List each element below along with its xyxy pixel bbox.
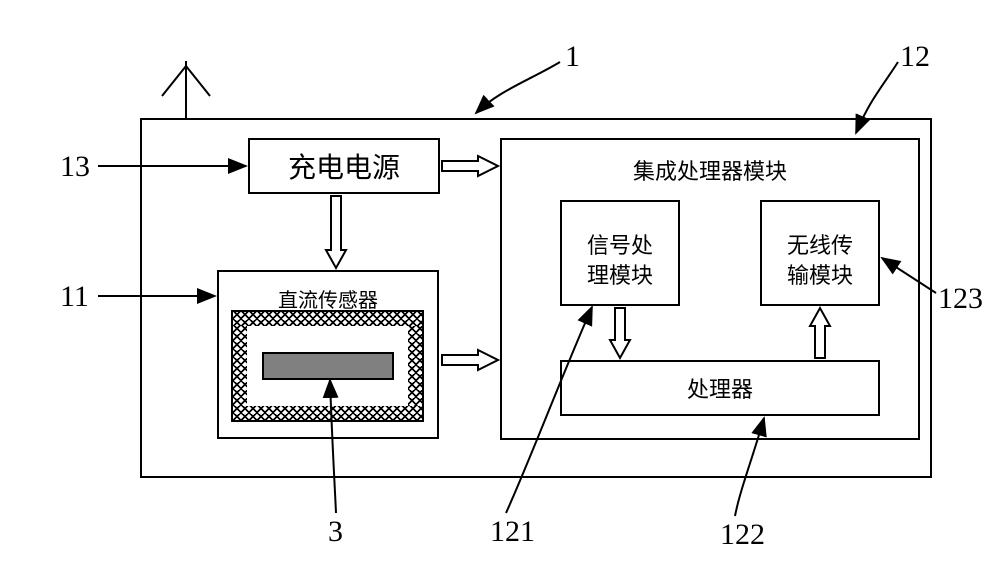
callout-12-leader [856, 62, 898, 133]
callout-123-leader [882, 258, 936, 293]
connectors-svg [0, 0, 1000, 562]
callout-123: 123 [938, 282, 983, 316]
callout-1: 1 [565, 40, 580, 74]
callout-1-leader [476, 62, 560, 113]
callout-122-leader [735, 418, 764, 516]
diagram-root: 充电电源 直流传感器 集成处理器模块 信号处 理模块 无线传 输模块 处理器 [0, 0, 1000, 562]
arrow-signal-to-processor [610, 308, 630, 358]
arrow-power-to-integrated [442, 156, 498, 176]
callout-121-leader [506, 307, 592, 513]
callout-122: 122 [720, 518, 765, 552]
callout-12: 12 [900, 40, 930, 74]
callout-13: 13 [60, 150, 90, 184]
callout-121: 121 [490, 515, 535, 549]
callout-11: 11 [60, 280, 89, 314]
callout-3-leader [330, 380, 336, 513]
arrow-sensor-to-integrated [442, 350, 498, 370]
arrow-processor-to-wireless [810, 308, 830, 358]
arrow-power-to-sensor [326, 196, 346, 268]
callout-3: 3 [328, 515, 343, 549]
